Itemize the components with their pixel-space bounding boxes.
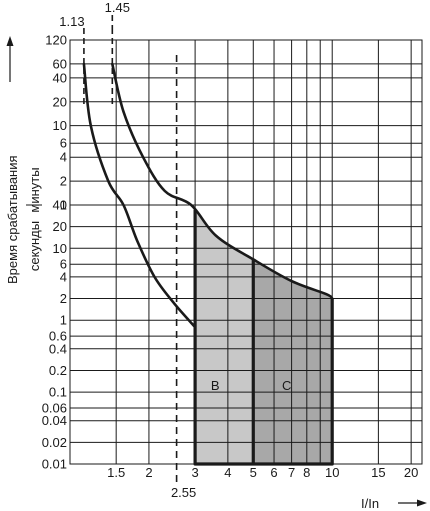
- y-tick-label-seconds: 10: [53, 241, 67, 256]
- x-tick-label: 10: [325, 465, 339, 480]
- x-tick-label: 3: [191, 465, 198, 480]
- y-tick-label-minutes: 4: [60, 150, 67, 165]
- y-tick-label-seconds: 1: [60, 313, 67, 328]
- y-tick-label-seconds: 6: [60, 257, 67, 272]
- y-tick-label-minutes: 6: [60, 136, 67, 151]
- x-tick-label: 1.5: [107, 465, 125, 480]
- region-b: [195, 209, 254, 464]
- y-tick-label-seconds: 0.04: [42, 413, 67, 428]
- y-tick-label-seconds: 0.4: [49, 341, 67, 356]
- y-tick-label-seconds: 0.6: [49, 329, 67, 344]
- y-tick-label-seconds: 2: [60, 291, 67, 306]
- x-tick-label: 6: [270, 465, 277, 480]
- region-label-c: C: [282, 378, 291, 393]
- x-axis-arrow: [398, 499, 427, 507]
- region-outline: [193, 209, 334, 466]
- reference-line-label: 1.13: [59, 14, 84, 29]
- y-axis-minutes-label: минуты: [27, 167, 42, 212]
- y-axis-arrow: [6, 36, 14, 82]
- region-c: [253, 259, 333, 464]
- x-axis-title: I/In: [361, 496, 379, 511]
- lower-trip-curve: [82, 62, 197, 329]
- y-axis-title: Время срабатывания: [5, 155, 20, 284]
- x-tick-label: 4: [224, 465, 231, 480]
- tick-labels: 12060402010642140201064210.60.40.20.10.0…: [42, 33, 419, 481]
- y-tick-label-minutes: 10: [53, 118, 67, 133]
- y-tick-label-seconds: 0.01: [42, 457, 67, 472]
- y-tick-label-minutes: 120: [45, 33, 67, 48]
- trip-curves: [82, 62, 334, 466]
- x-tick-label: 20: [404, 465, 418, 480]
- y-tick-label-seconds: 0.1: [49, 385, 67, 400]
- y-tick-label-seconds: 0.2: [49, 363, 67, 378]
- y-tick-label-seconds: 0.02: [42, 435, 67, 450]
- upper-trip-curve: [111, 62, 334, 300]
- x-tick-label: 7: [288, 465, 295, 480]
- y-tick-label-minutes: 60: [53, 56, 67, 71]
- reference-lines: 1.13 1.45 2.55: [59, 0, 196, 500]
- x-tick-label: 8: [303, 465, 310, 480]
- y-tick-label-seconds: 40: [53, 198, 67, 213]
- y-tick-label-minutes: 2: [60, 174, 67, 189]
- y-tick-label-seconds: 0.06: [42, 401, 67, 416]
- reference-line-label: 1.45: [105, 0, 130, 15]
- x-tick-label: 5: [250, 465, 257, 480]
- reference-line-label: 2.55: [171, 485, 196, 500]
- y-tick-label-minutes: 40: [53, 70, 67, 85]
- y-tick-label-seconds: 4: [60, 269, 67, 284]
- x-tick-label: 2: [145, 465, 152, 480]
- y-tick-label-minutes: 1: [60, 198, 67, 213]
- y-tick-label-seconds: 20: [53, 219, 67, 234]
- region-label-b: B: [211, 378, 220, 393]
- x-tick-label: 15: [371, 465, 385, 480]
- y-axis-seconds-label: секунды: [27, 221, 42, 271]
- y-tick-label-minutes: 20: [53, 94, 67, 109]
